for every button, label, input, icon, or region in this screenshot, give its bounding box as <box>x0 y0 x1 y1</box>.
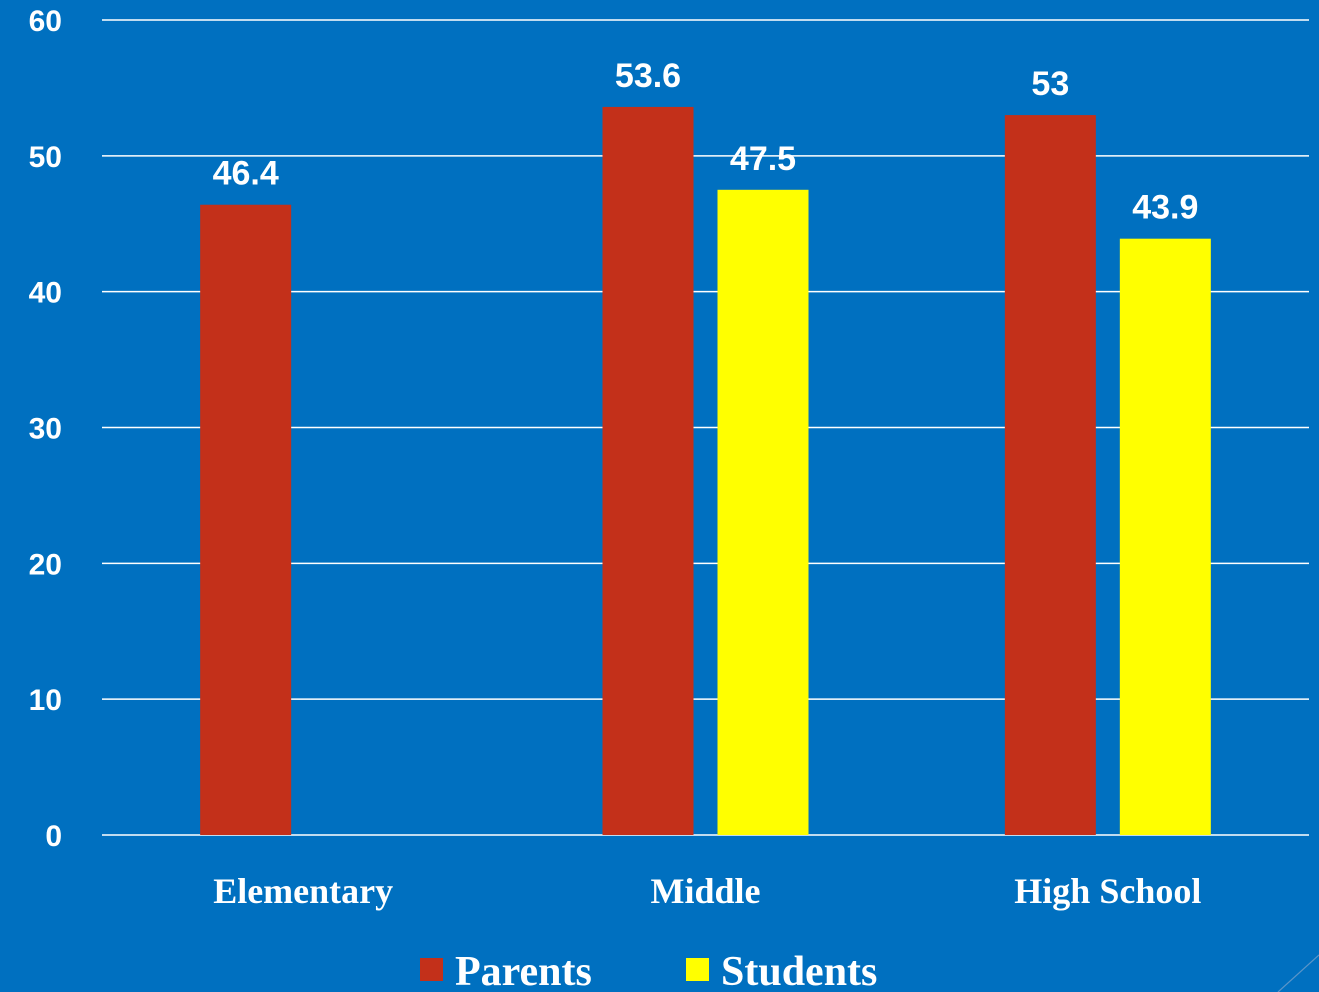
y-tick-label: 20 <box>29 548 62 581</box>
x-category-label: Middle <box>650 871 760 911</box>
gridlines <box>102 19 1309 836</box>
legend: Parents Students <box>420 949 877 992</box>
slide-corner-mark <box>1277 954 1319 992</box>
y-tick-label: 30 <box>29 413 62 446</box>
bar-students-middle <box>717 189 809 835</box>
data-labels: 46.4 53.6 47.5 53 43.9 <box>213 57 1199 227</box>
bar-parents-elementary <box>200 204 292 835</box>
data-label: 53.6 <box>615 57 681 95</box>
x-category-label: Elementary <box>213 871 393 911</box>
bars <box>200 106 1211 836</box>
y-tick-label: 10 <box>29 684 62 717</box>
y-axis-ticks: 0 10 20 30 40 50 60 <box>29 5 62 853</box>
bar-students-high-school <box>1119 238 1211 836</box>
data-label: 46.4 <box>213 155 279 193</box>
bar-parents-middle <box>602 106 694 835</box>
data-label: 53 <box>1031 65 1069 103</box>
data-label: 47.5 <box>730 140 796 178</box>
y-tick-label: 50 <box>29 141 62 174</box>
y-tick-label: 40 <box>29 277 62 310</box>
legend-label-parents: Parents <box>455 949 592 992</box>
x-category-label: High School <box>1014 871 1201 911</box>
legend-swatch-parents <box>420 958 443 981</box>
data-label: 43.9 <box>1132 189 1198 227</box>
y-tick-label: 0 <box>45 820 62 853</box>
legend-swatch-students <box>686 958 709 981</box>
legend-label-students: Students <box>721 949 877 992</box>
y-tick-label: 60 <box>29 5 62 38</box>
bar-parents-high-school <box>1004 115 1096 836</box>
x-axis-categories: Elementary Middle High School <box>213 871 1201 911</box>
